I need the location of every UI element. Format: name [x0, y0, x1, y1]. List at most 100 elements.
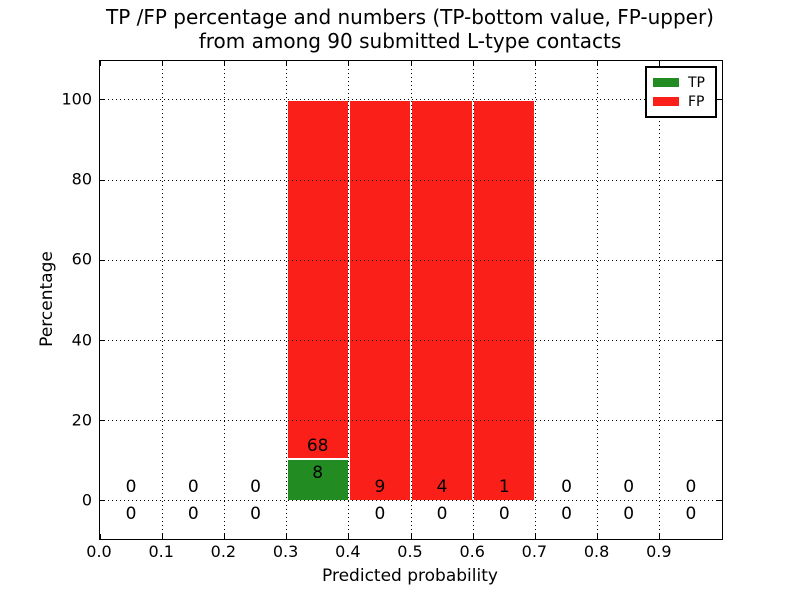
- gridline-vertical: [534, 61, 536, 539]
- legend-label: FP: [688, 93, 705, 110]
- gridline-vertical: [348, 61, 350, 539]
- x-tick-label: 0.2: [210, 542, 237, 561]
- x-tick-label: 0.5: [397, 542, 423, 561]
- fp-bar: [286, 99, 349, 459]
- x-tick-mark-top: [534, 61, 536, 66]
- fp-count-label: 1: [498, 477, 510, 498]
- tp-count-label: 0: [374, 504, 386, 525]
- fp-bar: [473, 99, 536, 501]
- tp-count-label: 0: [561, 504, 572, 525]
- tp-legend-swatch: [653, 78, 679, 87]
- x-tick-label: 0.6: [459, 542, 485, 561]
- gridline-horizontal: [100, 99, 722, 101]
- x-tick-mark-top: [161, 61, 163, 66]
- x-tick-mark: [472, 534, 474, 539]
- legend-item: FP: [653, 92, 709, 111]
- chart-title-line2: from among 90 submitted L-type contacts: [198, 29, 622, 53]
- y-tick-mark: [100, 259, 105, 261]
- legend: TP FP: [645, 66, 717, 118]
- gridline-vertical: [286, 61, 288, 539]
- tp-bar: [286, 458, 349, 501]
- fp-count-label: 0: [561, 477, 572, 498]
- y-tick-mark-right: [717, 500, 722, 502]
- fp-count-label: 0: [623, 477, 635, 498]
- gridline-vertical: [161, 61, 163, 539]
- fp-count-label: 0: [250, 477, 261, 498]
- tp-count-label: 8: [312, 462, 324, 483]
- gridline-horizontal: [100, 500, 722, 502]
- y-tick-mark-right: [717, 99, 722, 101]
- y-tick-mark-right: [717, 259, 722, 261]
- fp-legend-swatch: [653, 97, 679, 106]
- y-tick-mark-right: [717, 340, 722, 341]
- x-tick-label: 0.1: [148, 542, 174, 561]
- legend-item: TP: [653, 73, 709, 92]
- gridline-vertical: [410, 61, 412, 539]
- y-tick-mark-right: [717, 420, 722, 422]
- y-tick-label: 80: [71, 169, 92, 189]
- x-tick-mark-top: [223, 61, 225, 66]
- y-tick-mark: [100, 420, 105, 422]
- gridline-horizontal: [100, 420, 722, 422]
- x-tick-label: 0.7: [521, 542, 548, 561]
- fp-count-label: 0: [125, 477, 137, 498]
- gridline-horizontal: [100, 340, 722, 341]
- x-tick-label: 0.8: [583, 542, 610, 561]
- x-tick-mark-top: [472, 61, 474, 66]
- fp-bar: [411, 99, 474, 501]
- chart-title: TP /FP percentage and numbers (TP-bottom…: [99, 5, 721, 53]
- x-tick-mark: [348, 534, 350, 539]
- tp-count-label: 0: [498, 504, 510, 525]
- y-tick-label: 100: [61, 89, 92, 109]
- x-tick-mark: [659, 534, 661, 539]
- x-tick-label: 0.4: [335, 542, 361, 561]
- plot-area: TP FP 0 0 0 0 0 0 68 8 9 0 4 0 1 0 0 0 0 0 0 0: [99, 60, 723, 540]
- x-tick-mark-top: [286, 61, 288, 66]
- x-axis-label: Predicted probability: [322, 566, 498, 586]
- x-tick-mark: [410, 534, 412, 539]
- gridline-horizontal: [100, 259, 722, 261]
- y-tick-label: 40: [71, 330, 92, 349]
- y-tick-label: 0: [81, 490, 92, 510]
- chart-title-line1: TP /FP percentage and numbers (TP-bottom…: [106, 5, 714, 29]
- tp-count-label: 0: [125, 504, 137, 525]
- tp-count-label: 0: [187, 504, 199, 525]
- y-tick-mark: [100, 340, 105, 341]
- x-tick-label: 0.0: [86, 542, 112, 561]
- legend-label: TP: [688, 74, 705, 91]
- tp-count-label: 0: [250, 504, 261, 525]
- gridline-vertical: [472, 61, 474, 539]
- tp-count-label: 0: [685, 504, 697, 525]
- y-tick-label: 20: [71, 410, 92, 430]
- tp-count-label: 0: [436, 504, 448, 525]
- y-tick-mark-right: [717, 179, 722, 181]
- x-tick-mark: [223, 534, 225, 539]
- x-tick-mark: [534, 534, 536, 539]
- fp-count-label: 0: [685, 477, 697, 498]
- gridline-vertical: [223, 61, 225, 539]
- y-tick-label: 60: [71, 249, 92, 269]
- y-tick-mark: [100, 500, 105, 502]
- tp-count-label: 0: [623, 504, 635, 525]
- fp-count-label: 68: [306, 436, 329, 457]
- y-tick-mark: [100, 179, 105, 181]
- x-tick-mark: [597, 534, 599, 539]
- fp-count-label: 0: [187, 477, 199, 498]
- x-tick-mark-top: [597, 61, 599, 66]
- y-tick-mark: [100, 99, 105, 101]
- fp-bar: [348, 99, 411, 501]
- x-tick-mark-top: [410, 61, 412, 66]
- fp-count-label: 9: [374, 477, 386, 498]
- gridline-vertical: [597, 61, 599, 539]
- x-tick-mark: [99, 534, 101, 539]
- x-tick-mark: [161, 534, 163, 539]
- x-tick-mark-top: [99, 61, 101, 66]
- x-tick-mark-top: [659, 61, 661, 66]
- fp-count-label: 4: [436, 477, 448, 498]
- x-tick-mark-top: [348, 61, 350, 66]
- gridline-vertical: [659, 61, 661, 539]
- gridline-horizontal: [100, 179, 722, 181]
- x-tick-label: 0.9: [646, 542, 672, 561]
- x-tick-label: 0.3: [272, 542, 299, 561]
